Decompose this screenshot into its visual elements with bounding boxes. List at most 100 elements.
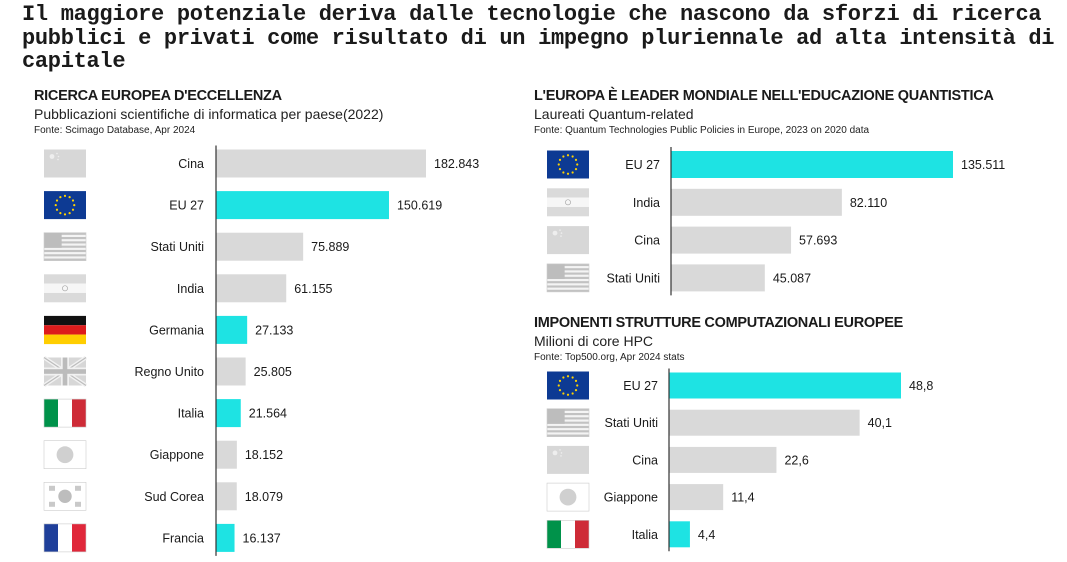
category-label: Cina <box>634 234 660 248</box>
chart-title: IMPONENTI STRUTTURE COMPUTAZIONALI EUROP… <box>534 315 903 331</box>
category-label: Regno Unito <box>135 365 205 379</box>
value-label: 16.137 <box>243 531 281 545</box>
flag-cn-icon <box>547 445 589 474</box>
bar <box>671 151 953 178</box>
category-label: Stati Uniti <box>605 416 659 430</box>
bar-row: India 82.110 <box>547 188 887 217</box>
bar-row: Italia 21.564 <box>43 398 287 428</box>
bar-row: Italia 4,4 <box>546 520 715 549</box>
bar <box>669 446 777 473</box>
value-label: 27.133 <box>255 323 293 337</box>
bar-row: Sud Corea 18.079 <box>43 481 283 511</box>
bar <box>671 264 765 292</box>
flag-de-icon <box>44 315 86 345</box>
flag-fr-icon <box>43 523 87 553</box>
bar <box>669 484 724 511</box>
bar <box>669 521 690 548</box>
bar-chart-hpc: EU 27 48,8 Stati Uniti 40,1 Cina 22,6 Giappone… <box>546 368 933 552</box>
value-label: 82.110 <box>850 196 887 210</box>
category-label: EU 27 <box>623 379 658 393</box>
value-label: 48,8 <box>909 379 933 393</box>
category-label: Giappone <box>150 448 204 462</box>
chart-panel-quantum: L'EUROPA È LEADER MONDIALE NELL'EDUCAZIO… <box>534 88 1054 298</box>
bar-row: Regno Unito 25.805 <box>42 355 292 388</box>
category-label: Stati Uniti <box>151 240 205 254</box>
flag-it-icon <box>43 398 87 428</box>
value-label: 75.889 <box>311 240 349 254</box>
flag-jp-icon <box>546 482 590 512</box>
chart-source: Fonte: Scimago Database, Apr 2024 <box>34 125 196 136</box>
bar <box>216 523 235 552</box>
bar-row: Francia 16.137 <box>43 523 281 553</box>
category-label: Francia <box>162 531 204 545</box>
category-label: India <box>633 196 660 210</box>
flag-eu-icon <box>547 150 589 179</box>
chart-title: RICERCA EUROPEA D'ECCELLENZA <box>34 88 282 104</box>
flag-jp-icon <box>43 440 87 470</box>
value-label: 4,4 <box>698 528 715 542</box>
value-label: 182.843 <box>434 157 479 171</box>
bar <box>216 399 241 428</box>
category-label: Cina <box>632 453 658 467</box>
category-label: Italia <box>178 407 204 421</box>
bar <box>216 440 237 469</box>
bar-row: Cina 182.843 <box>44 149 479 178</box>
category-label: India <box>177 282 204 296</box>
category-label: EU 27 <box>625 158 660 172</box>
value-label: 21.564 <box>249 407 287 421</box>
category-label: Germania <box>149 323 204 337</box>
flag-us-icon <box>43 232 87 261</box>
flag-cn-icon <box>44 149 86 178</box>
bar <box>671 188 842 216</box>
bar-row: EU 27 135.511 <box>547 150 1005 179</box>
value-label: 150.619 <box>397 199 442 213</box>
chart-title: L'EUROPA È LEADER MONDIALE NELL'EDUCAZIO… <box>534 88 994 104</box>
value-label: 18.152 <box>245 448 283 462</box>
bar-row: Cina 22,6 <box>547 445 809 474</box>
value-label: 61.155 <box>294 282 332 296</box>
bar-row: EU 27 150.619 <box>44 191 442 220</box>
chart-panel-hpc: IMPONENTI STRUTTURE COMPUTAZIONALI EUROP… <box>534 315 1054 560</box>
flag-it-icon <box>546 520 590 549</box>
bar-row: Germania 27.133 <box>44 315 293 345</box>
bar-row: Stati Uniti 75.889 <box>43 232 349 261</box>
bar <box>216 274 287 303</box>
bar <box>671 226 792 254</box>
bar-row: Giappone 18.152 <box>43 440 283 470</box>
flag-in-icon <box>547 188 589 217</box>
bar-row: Stati Uniti 40,1 <box>546 408 892 437</box>
flag-gb-icon <box>42 355 88 388</box>
value-label: 25.805 <box>254 365 292 379</box>
flag-us-icon <box>546 263 590 293</box>
value-label: 40,1 <box>868 416 892 430</box>
category-label: Giappone <box>604 491 658 505</box>
bar <box>216 191 389 220</box>
bar <box>669 409 860 436</box>
bar <box>216 232 304 261</box>
category-label: Cina <box>178 157 204 171</box>
page-headline: Il maggiore potenziale deriva dalle tecn… <box>22 2 1055 74</box>
bar <box>669 372 901 399</box>
bar-chart-quantum: EU 27 135.511 India 82.110 Cina 57.693 Stati U… <box>546 147 1005 296</box>
bar <box>216 315 248 344</box>
category-label: Stati Uniti <box>607 271 661 285</box>
flag-eu-icon <box>547 371 589 400</box>
bar-row: India 61.155 <box>44 274 333 303</box>
value-label: 18.079 <box>245 490 283 504</box>
bar-chart-research: Cina 182.843 EU 27 150.619 Stati Uniti 75.889… <box>42 145 479 556</box>
value-label: 45.087 <box>773 271 811 285</box>
flag-in-icon <box>44 274 86 303</box>
bar <box>216 482 237 511</box>
bar-row: Stati Uniti 45.087 <box>546 263 811 293</box>
bar-row: Cina 57.693 <box>547 226 837 255</box>
chart-subtitle: Pubblicazioni scientifiche di informatic… <box>34 106 384 122</box>
flag-us-icon <box>546 408 590 437</box>
value-label: 57.693 <box>799 234 837 248</box>
chart-subtitle: Milioni di core HPC <box>534 333 654 349</box>
category-label: Sud Corea <box>144 490 204 504</box>
flag-eu-icon <box>44 191 86 220</box>
flag-kr-icon <box>43 481 87 511</box>
chart-panel-research: RICERCA EUROPEA D'ECCELLENZA Pubblicazio… <box>34 88 514 558</box>
flag-cn-icon <box>547 226 589 255</box>
chart-source: Fonte: Top500.org, Apr 2024 stats <box>534 352 685 363</box>
